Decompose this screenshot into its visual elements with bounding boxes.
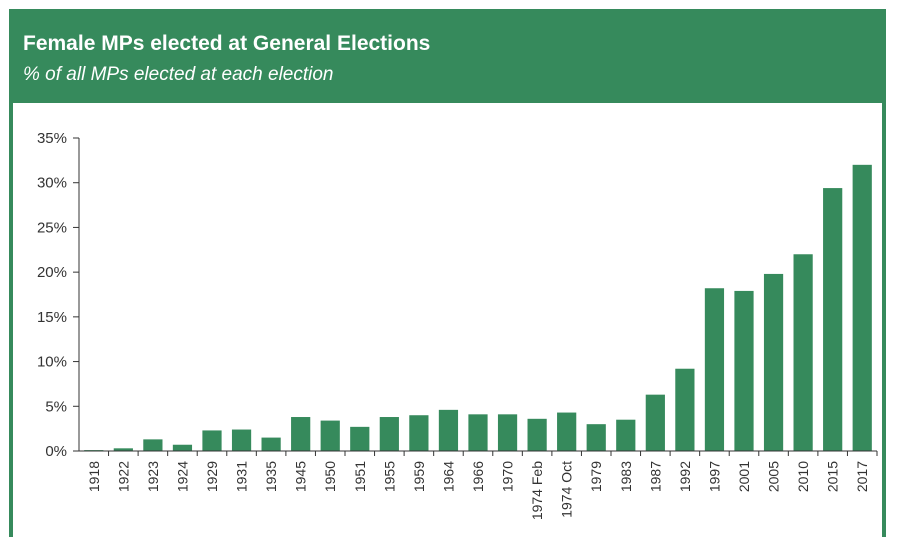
x-tick-label: 1923 <box>145 461 161 492</box>
bar-1924 <box>172 444 193 451</box>
bar-1929 <box>202 430 222 451</box>
x-tick-label: 1924 <box>174 461 190 492</box>
x-tick-label: 2005 <box>766 461 782 492</box>
bar-1964 <box>438 409 459 451</box>
x-tick-label: 1950 <box>322 461 338 492</box>
bar-1955 <box>379 417 399 451</box>
chart-title: Female MPs elected at General Elections <box>23 32 431 55</box>
x-tick-label: 2015 <box>825 461 841 492</box>
bar-1931 <box>231 429 252 451</box>
bar-2010 <box>793 254 813 451</box>
bar-1983 <box>616 419 636 451</box>
y-axis: 0% 5% 10% 15% 20% 25% 30% 35% <box>37 130 80 460</box>
x-tick-label: 1974 Feb <box>529 461 545 520</box>
x-tick-label: 2017 <box>854 461 870 492</box>
bar-1997 <box>704 288 725 451</box>
x-tick-label: 1964 <box>440 461 456 492</box>
bar-1945 <box>291 417 311 451</box>
y-tick-label: 15% <box>37 309 67 326</box>
x-tick-label: 1929 <box>204 461 220 492</box>
bars <box>84 164 872 451</box>
bar-2017 <box>852 164 872 451</box>
x-tick-label: 2010 <box>795 461 811 492</box>
x-tick-label: 1922 <box>115 461 131 492</box>
bar-2005 <box>763 273 784 451</box>
bar-1966 <box>468 414 488 451</box>
y-tick-label: 10% <box>37 354 67 371</box>
x-tick-label: 1987 <box>647 461 663 492</box>
x-tick-label: 1945 <box>293 461 309 492</box>
y-tick-label: 0% <box>45 443 67 460</box>
bar-1935 <box>261 437 281 451</box>
bar-2015 <box>823 188 843 451</box>
y-tick-label: 35% <box>37 130 67 147</box>
bar-1950 <box>320 420 340 451</box>
bar-1979 <box>586 424 606 451</box>
x-tick-label: 1955 <box>381 461 397 492</box>
bar-2001 <box>734 290 754 451</box>
x-tick-label: 1959 <box>411 461 427 492</box>
x-tick-label: 1974 Oct <box>559 461 575 518</box>
x-tick-label: 2001 <box>736 461 752 492</box>
x-tick-label: 1951 <box>352 461 368 492</box>
x-tick-label: 1997 <box>706 461 722 492</box>
chart-header: Female MPs elected at General Elections … <box>9 9 886 103</box>
bar-1974-oct <box>557 412 577 451</box>
x-tick-label: 1992 <box>677 461 693 492</box>
bar-1987 <box>645 394 665 451</box>
x-tick-label: 1970 <box>500 461 516 492</box>
bar-1923 <box>143 439 163 451</box>
x-tick-label: 1935 <box>263 461 279 492</box>
x-tick-label: 1918 <box>86 461 102 492</box>
y-tick-label: 30% <box>37 175 67 192</box>
bar-1974-feb <box>527 418 547 451</box>
x-tick-label: 1979 <box>588 461 604 492</box>
x-tick-label: 1983 <box>618 461 634 492</box>
y-tick-label: 5% <box>45 398 67 415</box>
y-tick-label: 25% <box>37 219 67 236</box>
x-axis: 1918 1922 1923 1924 1929 1931 1935 1945 1950 1951… <box>79 450 878 520</box>
x-tick-label: 1966 <box>470 461 486 492</box>
chart-subtitle: % of all MPs elected at each election <box>23 64 334 85</box>
bar-1951 <box>350 426 370 451</box>
bar-1922 <box>113 448 133 451</box>
y-tick-label: 20% <box>37 264 67 281</box>
bar-1992 <box>675 368 695 451</box>
bar-1959 <box>409 415 429 451</box>
x-tick-label: 1931 <box>234 461 250 492</box>
bar-1970 <box>497 414 518 451</box>
